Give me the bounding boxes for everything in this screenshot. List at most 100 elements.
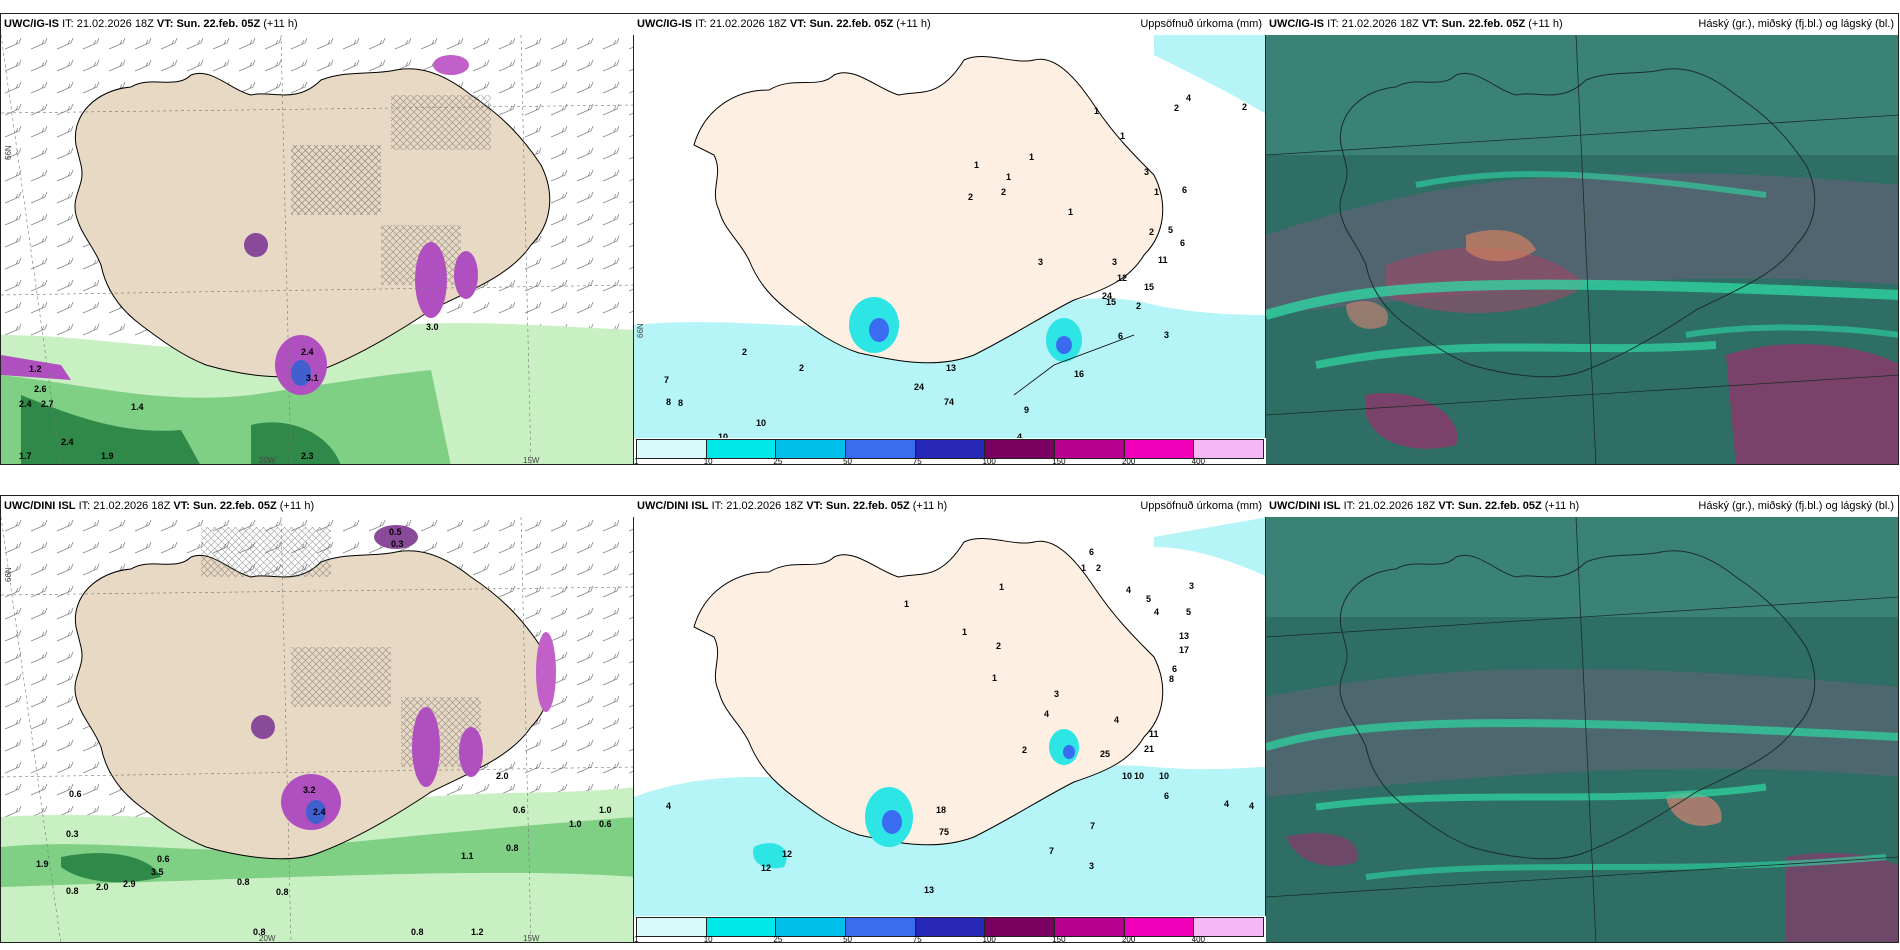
grid-label: 66N	[636, 323, 645, 338]
it-label: IT:	[711, 500, 724, 512]
it-value: 21.02.2026 18Z	[76, 18, 154, 30]
legend-swatch	[1055, 440, 1125, 458]
vt-value: Sun. 22.feb. 05Z	[1441, 18, 1526, 30]
legend-tick: 200	[1121, 457, 1136, 465]
value-label: 15	[1106, 297, 1116, 307]
value-label: 1	[1006, 172, 1011, 182]
legend-swatch	[637, 918, 707, 936]
value-label: 10	[718, 432, 728, 440]
value-label: 1	[992, 673, 997, 683]
value-label: 4	[1249, 801, 1254, 811]
value-label: 1	[974, 160, 979, 170]
vt-label: VT:	[806, 500, 823, 512]
value-label: 1	[999, 582, 1004, 592]
legend-swatch	[776, 440, 847, 458]
value-label: 0.6	[157, 854, 170, 864]
lead-time: (+11 h)	[896, 18, 931, 30]
model-name: UWC/DINI ISL	[4, 500, 76, 512]
legend-tick: 400	[1191, 457, 1206, 465]
legend-colorbar	[636, 917, 1264, 937]
it-value: 21.02.2026 18Z	[1341, 18, 1419, 30]
model-name: UWC/IG-IS	[4, 18, 59, 30]
legend-swatch	[706, 440, 777, 458]
grid-label: 20W	[259, 934, 276, 943]
it-label: IT:	[78, 500, 91, 512]
it-value: 21.02.2026 18Z	[709, 18, 787, 30]
panel-title: UWC/DINI ISL IT: 21.02.2026 18Z VT: Sun.…	[634, 496, 1266, 517]
value-label: 9	[1024, 405, 1029, 415]
value-label: 4	[1044, 709, 1049, 719]
legend-tick: 10	[703, 457, 713, 465]
legend-swatch	[915, 918, 986, 936]
value-label: 3	[1089, 861, 1094, 871]
value-label: 4	[1224, 799, 1229, 809]
value-label: 2	[1001, 187, 1006, 197]
value-label: 24	[1102, 291, 1112, 301]
model-name: UWC/IG-IS	[1269, 18, 1324, 30]
value-label: 8	[666, 397, 671, 407]
value-label: 2.6	[34, 384, 47, 394]
row1-precip-panel: UWC/IG-IS IT: 21.02.2026 18Z VT: Sun. 22…	[633, 13, 1267, 465]
legend-tick: 50	[843, 935, 853, 943]
vt-label: VT:	[156, 18, 174, 30]
value-label: 2.3	[301, 451, 314, 461]
legend-swatch	[1124, 440, 1195, 458]
legend-swatch	[1124, 918, 1195, 936]
precip-title: Uppsöfnuð úrkoma (mm)	[1140, 500, 1262, 512]
value-label: 2	[1174, 103, 1179, 113]
value-label: 0.6	[69, 789, 82, 799]
panel-title: UWC/DINI ISL IT: 21.02.2026 18Z VT: Sun.…	[1266, 496, 1898, 517]
legend-swatch	[915, 440, 986, 458]
vt-value: Sun. 22.feb. 05Z	[176, 18, 261, 30]
grid-label: 66N	[4, 567, 13, 582]
value-label: 25	[1100, 749, 1110, 759]
value-label: 3	[1189, 581, 1194, 591]
value-label: 1	[1120, 131, 1125, 141]
legend-tick: 75	[912, 457, 922, 465]
precip-legend: 1 10 25 50 75 100 150 200 400	[634, 916, 1266, 942]
model-name: UWC/DINI ISL	[1269, 500, 1341, 512]
value-label: 0.3	[391, 539, 404, 549]
value-label: 10	[756, 418, 766, 428]
value-label: 0.8	[411, 927, 424, 937]
legend-swatch	[637, 440, 707, 458]
value-label: 3.0	[426, 322, 439, 332]
value-label: 4	[1017, 432, 1022, 440]
value-label: 2.4	[61, 437, 74, 447]
legend-tick: 100	[982, 457, 996, 465]
it-label: IT:	[695, 18, 707, 30]
legend-tick: 25	[773, 457, 783, 465]
value-label: 0.6	[599, 819, 612, 829]
value-label: 18	[936, 805, 946, 815]
legend-tick: 1	[634, 935, 639, 943]
value-label: 8	[1169, 674, 1174, 684]
panel-title: UWC/IG-IS IT: 21.02.2026 18Z VT: Sun. 22…	[634, 14, 1266, 35]
value-label: 74	[944, 397, 954, 407]
grid-label: 15W	[523, 456, 540, 465]
value-label: 5	[1186, 607, 1191, 617]
value-label: 10	[1122, 771, 1132, 781]
value-label: 1.7	[19, 451, 32, 461]
legend-swatch	[776, 918, 847, 936]
value-label: 15	[1144, 282, 1154, 292]
value-label: 2	[1022, 745, 1027, 755]
cloud-map	[1266, 35, 1898, 464]
value-label: 3	[1112, 257, 1117, 267]
legend-swatch	[1194, 918, 1264, 936]
legend-tick: 150	[1052, 457, 1066, 465]
wind-map: 66N 20W 15W 0.5 0.3 0.6 0.6 1.0 1.0 0.6 …	[1, 517, 634, 943]
precip-map: 66N 4 2 2 1 1 1 2 1 3 2 1 1 1 6 5 6 2 3 …	[634, 35, 1266, 440]
value-label: 1	[904, 599, 909, 609]
value-label: 11	[1149, 729, 1159, 739]
grid-label: 66N	[4, 145, 13, 160]
value-label: 7	[1090, 821, 1095, 831]
value-label: 2.4	[19, 399, 32, 409]
legend-tick: 75	[912, 935, 922, 943]
legend-swatch	[846, 918, 916, 936]
legend-colorbar	[636, 439, 1264, 459]
value-label: 2.4	[313, 807, 326, 817]
cloud-map	[1266, 517, 1898, 942]
legend-ticks: 1 10 25 50 75 100 150 200 400	[634, 935, 1264, 943]
value-label: 13	[1179, 631, 1189, 641]
wind-map: 66N 20W 15W 1.2 2.6 2.4 2.4 2.7 1.7 2.4 …	[1, 35, 634, 465]
